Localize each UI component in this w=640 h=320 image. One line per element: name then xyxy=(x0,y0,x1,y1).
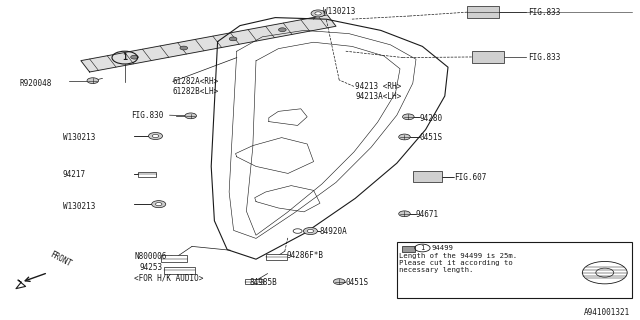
Text: necessary length.: necessary length. xyxy=(399,268,474,273)
Text: 94280: 94280 xyxy=(419,114,442,123)
Text: 94286F*B: 94286F*B xyxy=(287,252,324,260)
Circle shape xyxy=(311,10,325,17)
Circle shape xyxy=(315,12,321,15)
Circle shape xyxy=(303,228,317,235)
Text: FIG.833: FIG.833 xyxy=(528,53,561,62)
Bar xyxy=(402,246,415,252)
Text: A941001321: A941001321 xyxy=(584,308,630,317)
FancyBboxPatch shape xyxy=(266,254,287,260)
Circle shape xyxy=(156,203,162,206)
Circle shape xyxy=(180,46,188,50)
Text: W130213: W130213 xyxy=(63,133,95,142)
Text: 94671: 94671 xyxy=(416,210,439,219)
Circle shape xyxy=(399,134,410,140)
Text: 0451S: 0451S xyxy=(419,133,442,142)
Text: 94213A<LH>: 94213A<LH> xyxy=(355,92,401,100)
Circle shape xyxy=(278,28,286,32)
Text: 84985B: 84985B xyxy=(250,278,277,287)
Bar xyxy=(397,242,632,298)
Circle shape xyxy=(403,114,414,120)
Text: FIG.833: FIG.833 xyxy=(528,8,561,17)
Circle shape xyxy=(131,55,138,59)
Text: 1: 1 xyxy=(122,53,127,62)
Text: 94217: 94217 xyxy=(63,170,86,179)
Circle shape xyxy=(87,78,99,84)
Polygon shape xyxy=(81,15,336,72)
Text: FRONT: FRONT xyxy=(48,249,73,268)
FancyBboxPatch shape xyxy=(245,279,263,284)
FancyBboxPatch shape xyxy=(138,172,156,177)
Circle shape xyxy=(399,211,410,217)
Circle shape xyxy=(185,113,196,119)
Text: Please cut it according to: Please cut it according to xyxy=(399,260,513,266)
Circle shape xyxy=(307,229,314,233)
FancyBboxPatch shape xyxy=(161,255,187,262)
Text: <FOR H/K AUDIO>: <FOR H/K AUDIO> xyxy=(134,274,204,283)
Text: 84920A: 84920A xyxy=(320,227,348,236)
FancyBboxPatch shape xyxy=(164,267,195,274)
Text: 61282A<RH>: 61282A<RH> xyxy=(173,77,219,86)
Text: 94253: 94253 xyxy=(140,263,163,272)
Circle shape xyxy=(152,134,159,138)
Text: 1: 1 xyxy=(420,245,424,251)
Circle shape xyxy=(148,132,163,140)
FancyBboxPatch shape xyxy=(472,51,504,63)
FancyBboxPatch shape xyxy=(467,6,499,18)
Text: N800006: N800006 xyxy=(134,252,167,261)
Text: W130213: W130213 xyxy=(323,7,356,16)
Text: FIG.830: FIG.830 xyxy=(131,111,164,120)
Text: 94213 <RH>: 94213 <RH> xyxy=(355,82,401,91)
Text: Length of the 94499 is 25m.: Length of the 94499 is 25m. xyxy=(399,253,518,259)
Text: 94499: 94499 xyxy=(432,245,454,251)
FancyBboxPatch shape xyxy=(413,171,442,182)
Circle shape xyxy=(333,279,345,284)
Text: 61282B<LH>: 61282B<LH> xyxy=(173,87,219,96)
Circle shape xyxy=(152,201,166,208)
Text: FIG.607: FIG.607 xyxy=(454,173,487,182)
Circle shape xyxy=(229,37,237,41)
Text: W130213: W130213 xyxy=(63,202,95,211)
Text: 0451S: 0451S xyxy=(346,278,369,287)
Text: R920048: R920048 xyxy=(19,79,52,88)
